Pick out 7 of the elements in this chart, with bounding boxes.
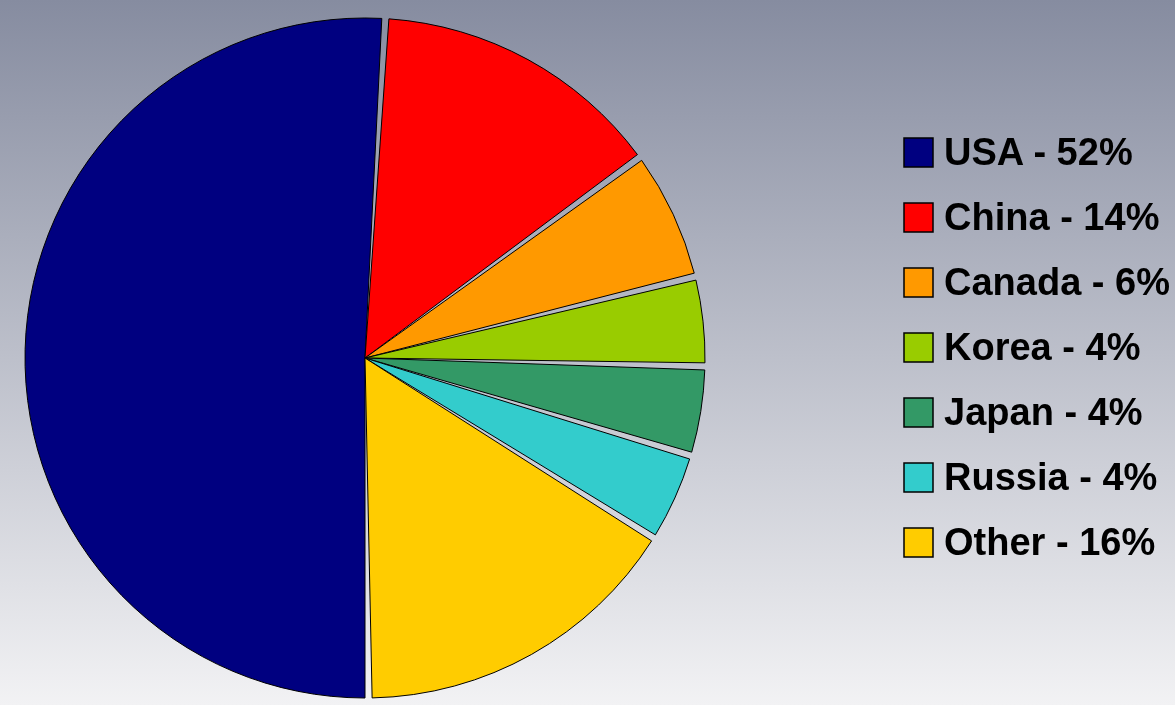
- legend-label: Russia - 4%: [944, 456, 1158, 499]
- legend-label: Japan - 4%: [944, 391, 1143, 434]
- legend-label: Korea - 4%: [944, 326, 1141, 369]
- legend-label: Other - 16%: [944, 521, 1156, 564]
- legend-label: Canada - 6%: [944, 261, 1170, 304]
- legend-label: China - 14%: [944, 196, 1160, 239]
- legend-label: USA - 52%: [944, 131, 1133, 174]
